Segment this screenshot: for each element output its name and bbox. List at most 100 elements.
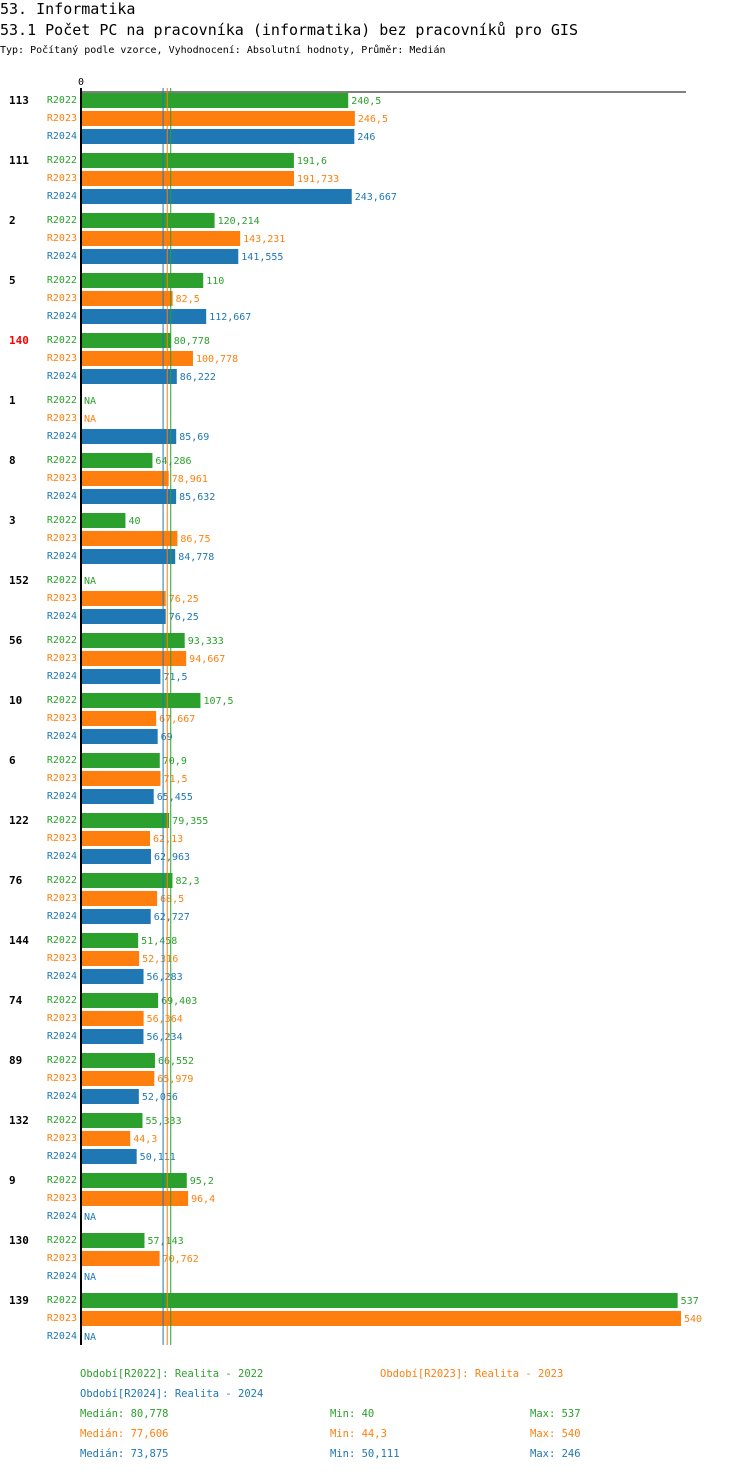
value-label: 52,316 [142, 954, 178, 965]
bar [81, 669, 161, 684]
value-label: 69 [161, 732, 173, 743]
bar [81, 753, 160, 768]
series-label: R2022 [47, 1175, 77, 1186]
bar [81, 489, 177, 504]
series-label: R2023 [47, 893, 77, 904]
value-label: 65,979 [157, 1074, 193, 1085]
legend-period-r2024: Období[R2024]: Realita - 2024 [80, 1388, 264, 1400]
bar [81, 1053, 155, 1068]
bar [81, 591, 166, 606]
series-label: R2023 [47, 713, 77, 724]
bar [81, 693, 201, 708]
bar [81, 1173, 187, 1188]
value-label: 50,111 [140, 1152, 176, 1163]
value-label: 110 [206, 276, 224, 287]
stat-max-r2023: Max: 540 [530, 1428, 581, 1440]
series-label: R2022 [47, 935, 77, 946]
value-label: 68,5 [160, 894, 184, 905]
series-label: R2022 [47, 995, 77, 1006]
series-label: R2024 [47, 611, 77, 622]
series-label: R2022 [47, 215, 77, 226]
group-label: 6 [9, 754, 16, 767]
value-label: 93,333 [188, 636, 224, 647]
value-label: 537 [681, 1296, 699, 1307]
series-label: R2024 [47, 731, 77, 742]
bar [81, 189, 352, 204]
group-label: 113 [9, 94, 29, 107]
bar [81, 729, 158, 744]
group-label: 122 [9, 814, 29, 827]
series-label: R2023 [47, 1013, 77, 1024]
stat-max-r2024: Max: 246 [530, 1448, 581, 1460]
bar [81, 531, 178, 546]
bar [81, 1251, 160, 1266]
bar [81, 933, 139, 948]
bar [81, 609, 166, 624]
bar-chart: 0 113 R2022 240,5 R2023 246,5 R2024 246 111 R2022… [9, 77, 702, 1345]
bar [81, 1071, 155, 1086]
value-label: 56,283 [147, 972, 183, 983]
series-label: R2023 [47, 473, 77, 484]
series-label: R2022 [47, 335, 77, 346]
bar [81, 1131, 131, 1146]
series-label: R2023 [47, 293, 77, 304]
value-label: 62,963 [154, 852, 190, 863]
group-label: 9 [9, 1174, 16, 1187]
bar [81, 891, 158, 906]
series-label: R2023 [47, 773, 77, 784]
series-label: R2022 [47, 515, 77, 526]
value-label: 51,458 [141, 936, 177, 947]
value-label: 112,667 [209, 312, 251, 323]
group-label: 74 [9, 994, 23, 1007]
bar [81, 429, 177, 444]
value-label: 71,5 [163, 774, 187, 785]
axis-zero-label: 0 [78, 77, 84, 88]
bar [81, 1191, 189, 1206]
value-label: 57,143 [147, 1236, 183, 1247]
series-label: R2022 [47, 155, 77, 166]
series-label: R2022 [47, 1055, 77, 1066]
bar [81, 249, 239, 264]
series-label: R2022 [47, 455, 77, 466]
value-label: NA [84, 576, 96, 587]
bar [81, 273, 204, 288]
series-label: R2024 [47, 551, 77, 562]
group-label: 139 [9, 1294, 29, 1307]
value-label: 95,2 [190, 1176, 214, 1187]
series-label: R2023 [47, 1073, 77, 1084]
value-label: 94,667 [189, 654, 225, 665]
series-label: R2024 [47, 971, 77, 982]
stat-median-r2023: Medián: 77,606 [80, 1428, 169, 1440]
stat-min-r2023: Min: 44,3 [330, 1428, 387, 1440]
group-label: 132 [9, 1114, 29, 1127]
group-label: 152 [9, 574, 29, 587]
bar [81, 1233, 145, 1248]
series-label: R2024 [47, 1091, 77, 1102]
series-label: R2023 [47, 1253, 77, 1264]
series-label: R2024 [47, 1211, 77, 1222]
legend-period-r2023: Období[R2023]: Realita - 2023 [380, 1368, 564, 1380]
series-label: R2024 [47, 1331, 77, 1342]
bar [81, 369, 177, 384]
value-label: 56,364 [147, 1014, 183, 1025]
series-label: R2022 [47, 1235, 77, 1246]
series-label: R2023 [47, 173, 77, 184]
group-label: 5 [9, 274, 16, 287]
bar [81, 1011, 144, 1026]
series-label: R2024 [47, 251, 77, 262]
series-label: R2024 [47, 911, 77, 922]
bar [81, 171, 295, 186]
bar [81, 549, 176, 564]
series-label: R2023 [47, 1133, 77, 1144]
series-label: R2022 [47, 875, 77, 886]
value-label: 67,667 [159, 714, 195, 725]
group-label: 89 [9, 1054, 22, 1067]
value-label: 86,75 [180, 534, 210, 545]
bar [81, 771, 161, 786]
bar [81, 633, 185, 648]
value-label: NA [84, 396, 96, 407]
series-label: R2022 [47, 635, 77, 646]
bar [81, 111, 355, 126]
bar [81, 129, 355, 144]
series-label: R2024 [47, 311, 77, 322]
